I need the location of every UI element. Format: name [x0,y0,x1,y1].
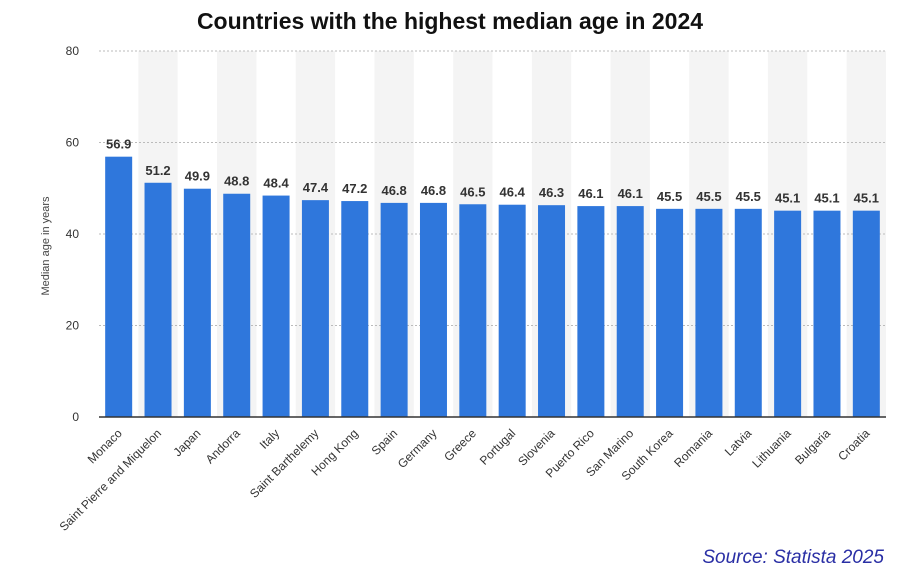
value-label: 46.1 [578,186,603,201]
y-tick-label: 80 [66,44,80,58]
category-label: Saint Barthelemy [247,426,322,501]
value-label: 47.4 [303,180,329,195]
value-labels: 56.9 51.2 49.9 48.8 48.4 47.4 47.2 46.8 46.8 46.5… [106,137,879,206]
bar[interactable] [105,156,133,417]
category-label: Japan [170,426,203,459]
bar[interactable] [813,210,841,417]
bar[interactable] [144,182,172,417]
category-label: Spain [369,426,401,458]
bar[interactable] [656,208,684,417]
value-label: 45.1 [814,191,839,206]
value-label: 46.1 [618,186,643,201]
bar[interactable] [223,193,251,417]
category-label: Germany [395,426,440,471]
category-label: Romania [671,426,715,470]
value-label: 45.1 [775,191,800,206]
value-label: 51.2 [145,163,170,178]
value-label: 49.9 [185,169,210,184]
category-label: Andorra [203,426,243,466]
bar[interactable] [538,205,566,417]
category-label: Greece [441,426,479,464]
bar[interactable] [419,202,447,417]
value-label: 45.5 [696,189,721,204]
bar[interactable] [301,200,329,417]
bar[interactable] [498,204,526,417]
y-tick-label: 0 [72,410,79,424]
bar[interactable] [380,202,408,417]
category-label: Lithuania [749,426,794,471]
y-tick-label: 20 [66,319,80,333]
bar[interactable] [695,208,723,417]
bar[interactable] [262,195,290,417]
category-label: Portugal [477,426,519,468]
value-label: 45.5 [657,189,682,204]
y-axis-ticks: 0 20 40 60 80 [66,44,80,424]
y-tick-label: 40 [66,227,80,241]
grid-lines [99,50,886,326]
source-note[interactable]: Source: Statista 2025 [702,547,884,568]
bar[interactable] [577,206,605,417]
bar[interactable] [616,206,644,417]
bar[interactable] [852,210,880,417]
bar[interactable] [341,201,369,417]
chart-title: Countries with the highest median age in… [196,8,704,34]
value-label: 46.5 [460,184,485,199]
value-label: 47.2 [342,181,367,196]
y-axis-title: Median age in years [40,196,52,296]
category-label: Croatia [835,426,872,463]
value-label: 46.8 [421,183,446,198]
value-label: 45.5 [736,189,761,204]
bar[interactable] [734,208,762,417]
bars [105,156,880,417]
value-label: 48.8 [224,174,249,189]
bar[interactable] [459,204,487,417]
value-label: 46.8 [381,183,406,198]
value-label: 48.4 [263,176,289,191]
category-label: Latvia [722,426,755,459]
bar[interactable] [774,210,802,417]
value-label: 46.4 [500,185,526,200]
bar[interactable] [183,188,211,417]
value-label: 45.1 [854,191,879,206]
category-label: Italy [257,426,282,451]
y-tick-label: 60 [66,136,80,150]
value-label: 56.9 [106,137,131,152]
category-label: Bulgaria [792,426,833,467]
value-label: 46.3 [539,185,564,200]
